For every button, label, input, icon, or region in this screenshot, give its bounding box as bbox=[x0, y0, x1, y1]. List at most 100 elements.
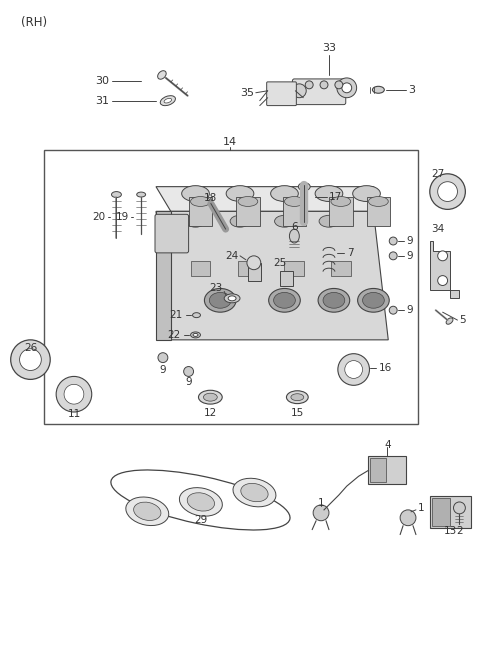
Ellipse shape bbox=[191, 196, 210, 206]
FancyBboxPatch shape bbox=[292, 79, 346, 105]
Ellipse shape bbox=[180, 487, 222, 516]
Text: 31: 31 bbox=[96, 96, 109, 105]
Ellipse shape bbox=[137, 192, 145, 197]
Polygon shape bbox=[430, 241, 459, 298]
Text: 14: 14 bbox=[223, 137, 237, 147]
Ellipse shape bbox=[353, 185, 380, 202]
Text: 12: 12 bbox=[204, 408, 217, 418]
Text: 18: 18 bbox=[204, 193, 217, 202]
Ellipse shape bbox=[446, 318, 453, 324]
Ellipse shape bbox=[318, 288, 350, 312]
Ellipse shape bbox=[209, 292, 231, 309]
Ellipse shape bbox=[362, 292, 384, 309]
Polygon shape bbox=[156, 212, 171, 340]
Text: 22: 22 bbox=[168, 330, 180, 340]
Text: 9: 9 bbox=[406, 305, 413, 315]
Ellipse shape bbox=[287, 391, 308, 403]
Polygon shape bbox=[156, 212, 388, 340]
Text: 29: 29 bbox=[194, 515, 207, 525]
Circle shape bbox=[338, 354, 370, 385]
Text: 11: 11 bbox=[67, 409, 81, 419]
Text: 1: 1 bbox=[318, 498, 324, 508]
Text: 24: 24 bbox=[225, 251, 238, 261]
Text: 9: 9 bbox=[159, 365, 166, 375]
Text: (RH): (RH) bbox=[21, 16, 47, 29]
Bar bbox=[329, 196, 353, 226]
Bar bbox=[191, 261, 210, 276]
Bar bbox=[283, 196, 306, 226]
Text: 3: 3 bbox=[408, 84, 415, 95]
Circle shape bbox=[305, 81, 313, 89]
Bar bbox=[367, 196, 390, 226]
Text: 4: 4 bbox=[384, 440, 391, 449]
Text: 19: 19 bbox=[116, 212, 129, 222]
Circle shape bbox=[342, 83, 352, 93]
Text: 9: 9 bbox=[406, 251, 413, 261]
Bar bbox=[248, 263, 261, 280]
Text: 6: 6 bbox=[291, 222, 298, 232]
Ellipse shape bbox=[230, 215, 250, 227]
Text: 27: 27 bbox=[431, 169, 444, 179]
Ellipse shape bbox=[238, 196, 258, 206]
Circle shape bbox=[11, 340, 50, 379]
Circle shape bbox=[438, 251, 447, 261]
Ellipse shape bbox=[274, 292, 295, 309]
Text: 26: 26 bbox=[24, 343, 37, 353]
Circle shape bbox=[292, 84, 306, 98]
Bar bbox=[238, 261, 258, 276]
Text: 25: 25 bbox=[273, 258, 286, 268]
Circle shape bbox=[64, 384, 84, 404]
Bar bbox=[430, 496, 471, 528]
Ellipse shape bbox=[323, 292, 345, 309]
Circle shape bbox=[438, 276, 447, 286]
Bar bbox=[369, 457, 406, 484]
Ellipse shape bbox=[291, 394, 304, 401]
Circle shape bbox=[335, 81, 343, 89]
Circle shape bbox=[20, 348, 41, 371]
Text: 13: 13 bbox=[444, 525, 457, 536]
Text: 1: 1 bbox=[418, 503, 424, 513]
Ellipse shape bbox=[182, 185, 209, 202]
Ellipse shape bbox=[164, 98, 172, 103]
Text: 7: 7 bbox=[347, 248, 353, 258]
Ellipse shape bbox=[224, 294, 240, 303]
Bar bbox=[331, 261, 351, 276]
Text: 33: 33 bbox=[322, 43, 336, 53]
Ellipse shape bbox=[241, 483, 268, 502]
Ellipse shape bbox=[204, 288, 236, 312]
Circle shape bbox=[438, 181, 457, 202]
Ellipse shape bbox=[271, 185, 298, 202]
Ellipse shape bbox=[289, 229, 300, 243]
Text: 16: 16 bbox=[378, 362, 392, 373]
Circle shape bbox=[337, 78, 357, 98]
Ellipse shape bbox=[319, 215, 339, 227]
Circle shape bbox=[56, 377, 92, 412]
Circle shape bbox=[389, 307, 397, 314]
FancyBboxPatch shape bbox=[267, 82, 296, 105]
Text: 34: 34 bbox=[431, 224, 444, 234]
Text: 35: 35 bbox=[240, 88, 254, 98]
Circle shape bbox=[389, 237, 397, 245]
Ellipse shape bbox=[285, 196, 304, 206]
Text: 30: 30 bbox=[96, 76, 109, 86]
Ellipse shape bbox=[331, 196, 351, 206]
Circle shape bbox=[320, 81, 328, 89]
FancyBboxPatch shape bbox=[155, 214, 189, 253]
Ellipse shape bbox=[193, 333, 198, 337]
Text: 9: 9 bbox=[185, 377, 192, 387]
Text: 15: 15 bbox=[291, 408, 304, 418]
Text: 23: 23 bbox=[209, 284, 222, 293]
Ellipse shape bbox=[160, 96, 175, 105]
Ellipse shape bbox=[372, 86, 384, 93]
Ellipse shape bbox=[126, 497, 169, 525]
Bar bbox=[44, 150, 418, 424]
Ellipse shape bbox=[191, 332, 201, 338]
Circle shape bbox=[389, 252, 397, 260]
Text: 2: 2 bbox=[456, 525, 463, 536]
Circle shape bbox=[400, 510, 416, 526]
Ellipse shape bbox=[111, 192, 121, 198]
Ellipse shape bbox=[192, 312, 201, 318]
Ellipse shape bbox=[358, 288, 389, 312]
Text: 17: 17 bbox=[329, 191, 342, 202]
Text: 9: 9 bbox=[406, 236, 413, 246]
